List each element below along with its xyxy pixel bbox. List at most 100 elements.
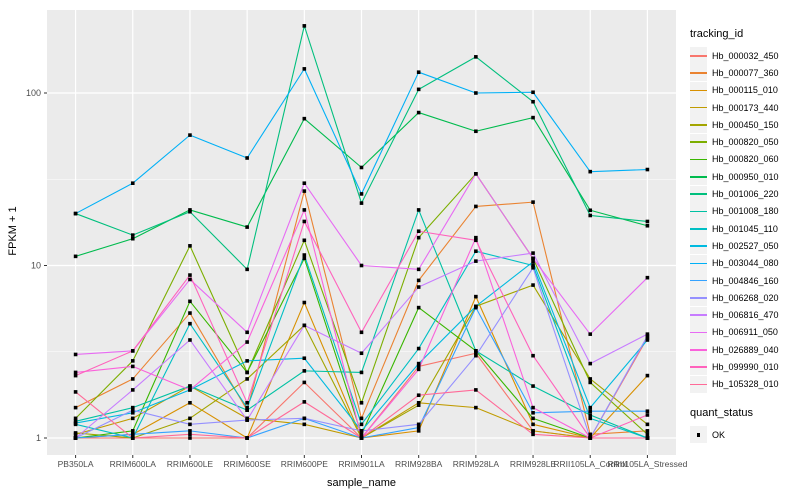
data-point — [130, 377, 135, 381]
data-point — [474, 305, 478, 310]
data-point — [416, 403, 421, 407]
legend-entry-Hb_001045_110: Hb_001045_110 — [690, 220, 800, 238]
data-point — [245, 405, 249, 410]
series-color-line-icon — [690, 314, 707, 316]
legend-entry-Hb_006816_470: Hb_006816_470 — [690, 306, 800, 324]
data-point — [130, 432, 135, 437]
legend-entry-label: Hb_000950_010 — [712, 171, 779, 182]
legend-entry-label: Hb_105328_010 — [712, 379, 779, 390]
data-point — [245, 330, 249, 335]
data-point — [245, 340, 249, 344]
legend-entry-label: Hb_004846_160 — [712, 275, 779, 286]
data-point — [188, 416, 192, 421]
data-point — [416, 425, 421, 430]
data-point — [474, 294, 478, 299]
x-tick-label: RRIM928LE — [510, 459, 557, 469]
data-point — [474, 388, 478, 392]
data-point — [645, 373, 650, 378]
legend-key-swatch — [690, 323, 707, 341]
data-point — [416, 346, 421, 351]
data-point — [245, 267, 249, 272]
data-point — [416, 364, 421, 369]
legend-key-swatch — [690, 116, 707, 134]
data-point — [588, 436, 593, 440]
data-point — [73, 431, 78, 435]
x-tick-label: RRIM600SE — [224, 459, 272, 469]
legend-key-swatch — [690, 254, 707, 272]
legend-entry-label: Hb_006816_470 — [712, 310, 779, 321]
data-point — [302, 369, 307, 373]
data-point — [188, 436, 192, 440]
data-point — [302, 24, 307, 28]
data-point — [531, 251, 535, 255]
series-color-line-icon — [690, 158, 707, 161]
data-point — [73, 254, 78, 259]
data-point — [302, 356, 307, 361]
series-color-line-icon — [690, 297, 707, 299]
legend-entry-label: Hb_000450_150 — [712, 119, 779, 130]
data-point — [359, 432, 364, 437]
data-point — [645, 336, 650, 340]
data-point — [245, 377, 249, 381]
legend-entry-Hb_105328_010: Hb_105328_010 — [690, 375, 800, 393]
data-point — [645, 275, 650, 280]
series-color-line-icon — [690, 89, 707, 92]
series-color-line-icon — [690, 141, 707, 144]
data-point — [130, 181, 135, 185]
legend-key-swatch — [690, 272, 707, 289]
data-point — [73, 352, 78, 357]
data-point — [302, 208, 307, 212]
legend-key-swatch — [690, 341, 707, 359]
data-point — [245, 156, 249, 160]
data-point — [188, 133, 192, 137]
legend-entry-label: Hb_003044_080 — [712, 258, 779, 269]
data-point — [531, 200, 535, 204]
data-point — [588, 405, 593, 410]
data-point — [645, 167, 650, 172]
data-point — [474, 235, 478, 240]
data-point — [130, 405, 135, 410]
data-point — [302, 116, 307, 121]
data-point — [73, 373, 78, 378]
y-tick-labels: 1 10 100 — [26, 88, 41, 443]
data-point — [645, 429, 650, 433]
axis-ticks — [44, 92, 648, 458]
data-point — [474, 259, 478, 263]
data-point — [416, 361, 421, 366]
data-point — [245, 370, 249, 375]
data-point — [130, 388, 135, 392]
legend: tracking_id Hb_000032_450 Hb_000077_360 Hb… — [690, 28, 800, 444]
data-point — [188, 321, 192, 326]
legend-entry-label: Hb_000115_010 — [712, 85, 778, 96]
data-point — [73, 211, 78, 216]
legend-entry-label: Hb_000820_050 — [712, 137, 779, 148]
data-point — [416, 208, 421, 212]
data-point — [474, 249, 478, 254]
data-point — [531, 260, 535, 264]
data-point — [416, 229, 421, 234]
data-point — [531, 283, 535, 287]
data-point — [130, 416, 135, 421]
series-color-line-icon — [690, 72, 707, 74]
data-point — [645, 432, 650, 437]
data-point — [531, 432, 535, 437]
data-point — [359, 422, 364, 427]
data-point — [645, 334, 650, 338]
data-point — [474, 405, 478, 410]
data-point — [302, 300, 307, 305]
data-point — [588, 169, 593, 174]
data-point — [588, 416, 593, 421]
data-point — [359, 192, 364, 196]
legend-entry-label: Hb_006268_020 — [712, 292, 779, 303]
x-tick-label: RRIM928LA — [453, 459, 500, 469]
series-color-line-icon — [690, 124, 707, 126]
legend-key-swatch — [690, 185, 707, 203]
legend-key-swatch — [690, 64, 707, 82]
data-point — [474, 129, 478, 134]
data-point — [302, 253, 307, 257]
data-point — [359, 165, 364, 170]
data-point — [302, 67, 307, 71]
data-point — [416, 285, 421, 289]
data-point — [130, 359, 135, 363]
legend-entry-label: Hb_001008_180 — [712, 206, 779, 217]
